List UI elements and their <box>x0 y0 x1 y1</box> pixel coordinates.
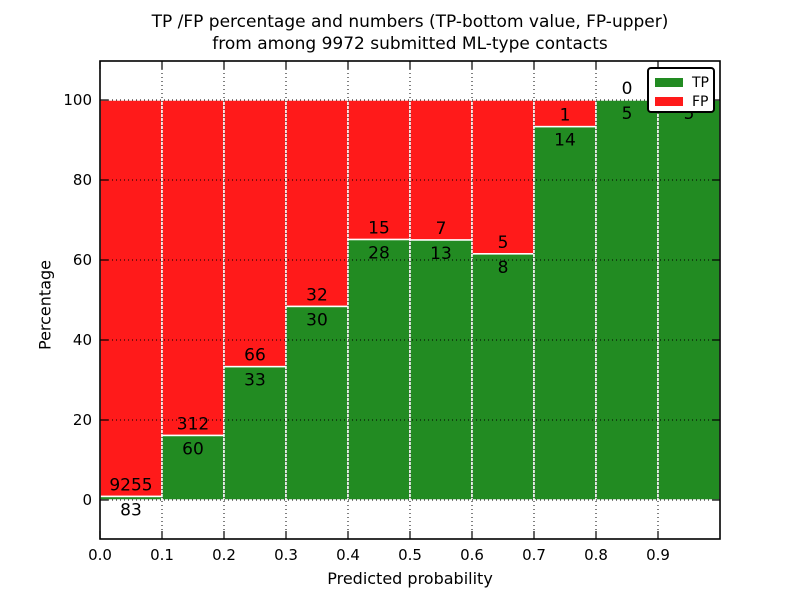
legend-label-tp: TP <box>692 74 709 91</box>
tp-color-swatch <box>655 78 683 87</box>
svg-text:13: 13 <box>430 244 452 264</box>
svg-text:66: 66 <box>244 346 266 366</box>
svg-text:0.4: 0.4 <box>336 546 360 564</box>
svg-text:15: 15 <box>368 219 390 239</box>
svg-text:0.7: 0.7 <box>522 546 546 564</box>
svg-text:33: 33 <box>244 371 266 391</box>
y-axis-label: Percentage <box>35 259 55 351</box>
svg-text:5: 5 <box>684 104 695 124</box>
svg-text:0: 0 <box>82 491 92 509</box>
svg-text:0: 0 <box>622 79 633 99</box>
svg-text:312: 312 <box>177 414 209 434</box>
svg-text:32: 32 <box>306 285 328 305</box>
x-axis-label: Predicted probability <box>327 569 493 588</box>
svg-text:0.9: 0.9 <box>646 546 670 564</box>
svg-text:8: 8 <box>498 258 509 278</box>
svg-text:1: 1 <box>560 106 571 126</box>
svg-text:100: 100 <box>63 91 92 109</box>
svg-text:0.5: 0.5 <box>398 546 422 564</box>
svg-text:83: 83 <box>120 500 142 520</box>
svg-text:40: 40 <box>73 331 92 349</box>
chart-title: TP /FP percentage and numbers (TP-bottom… <box>100 11 720 55</box>
svg-text:7: 7 <box>436 219 447 239</box>
svg-text:60: 60 <box>73 251 92 269</box>
chart-title-line2: from among 9972 submitted ML-type contac… <box>212 34 608 54</box>
svg-text:5: 5 <box>622 104 633 124</box>
svg-text:0.3: 0.3 <box>274 546 298 564</box>
svg-text:0.2: 0.2 <box>212 546 236 564</box>
svg-text:14: 14 <box>554 131 576 151</box>
fp-color-swatch <box>655 97 683 106</box>
legend-label-fp: FP <box>692 93 709 110</box>
svg-text:20: 20 <box>73 411 92 429</box>
svg-text:0.1: 0.1 <box>150 546 174 564</box>
svg-text:60: 60 <box>182 439 204 459</box>
chart-title-line1: TP /FP percentage and numbers (TP-bottom… <box>151 12 669 32</box>
legend-item-tp: TP <box>655 73 713 92</box>
svg-text:0.0: 0.0 <box>88 546 112 564</box>
svg-text:0.6: 0.6 <box>460 546 484 564</box>
legend: TP FP <box>647 67 715 113</box>
svg-text:28: 28 <box>368 244 390 264</box>
svg-text:0.8: 0.8 <box>584 546 608 564</box>
svg-text:30: 30 <box>306 310 328 330</box>
svg-text:5: 5 <box>498 233 509 253</box>
legend-item-fp: FP <box>655 92 713 111</box>
svg-text:80: 80 <box>73 171 92 189</box>
svg-text:9255: 9255 <box>109 475 152 495</box>
